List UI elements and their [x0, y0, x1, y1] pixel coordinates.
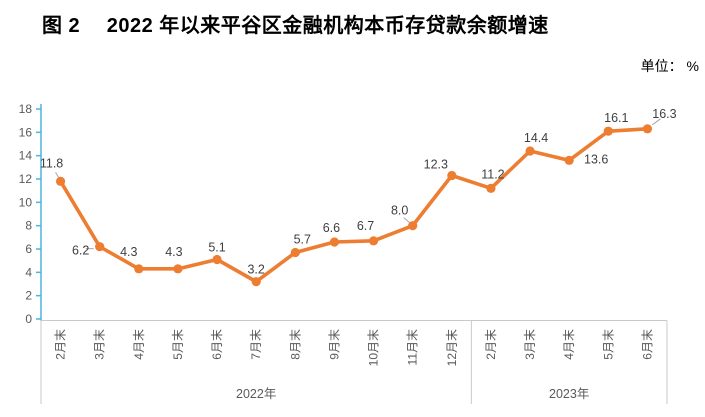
label-leader-line [652, 118, 661, 126]
data-label: 14.4 [524, 131, 548, 145]
x-tick-label: 2月末 [54, 329, 68, 360]
x-tick-label: 6月末 [640, 329, 654, 360]
data-label: 5.1 [208, 241, 225, 255]
x-tick-label: 9月末 [327, 329, 341, 360]
chart-title: 图 2 2022 年以来平谷区金融机构本币存贷款余额增速 [42, 15, 549, 37]
data-label: 11.8 [40, 156, 63, 170]
data-point [642, 124, 653, 134]
data-label: 5.7 [294, 233, 311, 247]
x-tick-label: 12月末 [445, 329, 459, 366]
data-label: 6.6 [323, 221, 340, 235]
data-point [603, 126, 613, 136]
data-label: 3.2 [247, 263, 264, 277]
data-label: 8.0 [391, 204, 408, 218]
data-label: 13.6 [584, 152, 608, 166]
y-tick-label: 12 [19, 172, 33, 186]
x-group-label: 2023年 [549, 387, 589, 401]
data-point [447, 170, 457, 181]
x-tick-label: 5月末 [171, 329, 185, 360]
y-tick-label: 16 [19, 125, 33, 139]
data-label: 6.7 [357, 219, 374, 233]
data-point [212, 254, 222, 265]
data-point [486, 183, 496, 193]
unit-label: 单位： % [640, 58, 699, 74]
data-point [408, 221, 418, 231]
data-point [329, 237, 340, 247]
x-tick-label: 10月末 [367, 329, 381, 366]
label-leader-line [55, 172, 59, 178]
x-tick-label: 4月末 [562, 329, 576, 360]
x-tick-label: 7月末 [249, 329, 263, 360]
data-label: 4.3 [120, 245, 137, 259]
y-tick-label: 0 [25, 312, 32, 326]
data-point [134, 264, 144, 274]
x-tick-label: 3月末 [523, 329, 537, 360]
data-point [95, 242, 105, 252]
x-tick-label: 5月末 [601, 329, 615, 360]
y-tick-label: 2 [25, 289, 32, 303]
data-point [55, 176, 66, 186]
y-tick-label: 14 [19, 149, 33, 163]
x-tick-label: 6月末 [210, 329, 224, 360]
y-tick-label: 4 [25, 265, 32, 279]
x-tick-label: 2月末 [484, 329, 498, 360]
data-label: 6.2 [72, 244, 89, 258]
label-leader-line [403, 217, 411, 224]
x-tick-label: 3月末 [93, 329, 107, 360]
y-tick-label: 8 [25, 219, 32, 233]
data-point [251, 277, 261, 287]
data-point [173, 264, 183, 274]
x-tick-label: 11月末 [406, 329, 420, 365]
series-line [58, 127, 650, 284]
data-point [564, 155, 574, 165]
x-tick-label: 8月末 [288, 329, 302, 360]
data-label: 11.2 [481, 167, 504, 181]
data-label: 4.3 [165, 245, 182, 259]
x-group-label: 2022年 [236, 387, 276, 401]
data-label: 16.3 [652, 107, 676, 121]
data-label: 12.3 [424, 158, 448, 172]
x-tick-label: 4月末 [132, 329, 146, 360]
data-point [290, 247, 300, 258]
y-tick-label: 18 [19, 102, 33, 116]
y-tick-label: 6 [25, 242, 32, 256]
data-point [368, 236, 379, 246]
data-point [525, 146, 535, 156]
y-tick-label: 10 [19, 195, 33, 209]
data-label: 16.1 [604, 111, 628, 125]
